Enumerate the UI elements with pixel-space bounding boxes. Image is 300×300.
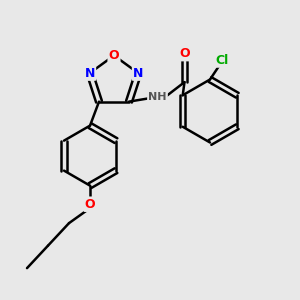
- Text: NH: NH: [148, 92, 167, 102]
- Text: O: O: [109, 49, 119, 62]
- Text: O: O: [179, 47, 190, 60]
- Text: Cl: Cl: [215, 53, 229, 67]
- Text: N: N: [85, 67, 95, 80]
- Text: N: N: [133, 67, 143, 80]
- Text: O: O: [85, 198, 95, 211]
